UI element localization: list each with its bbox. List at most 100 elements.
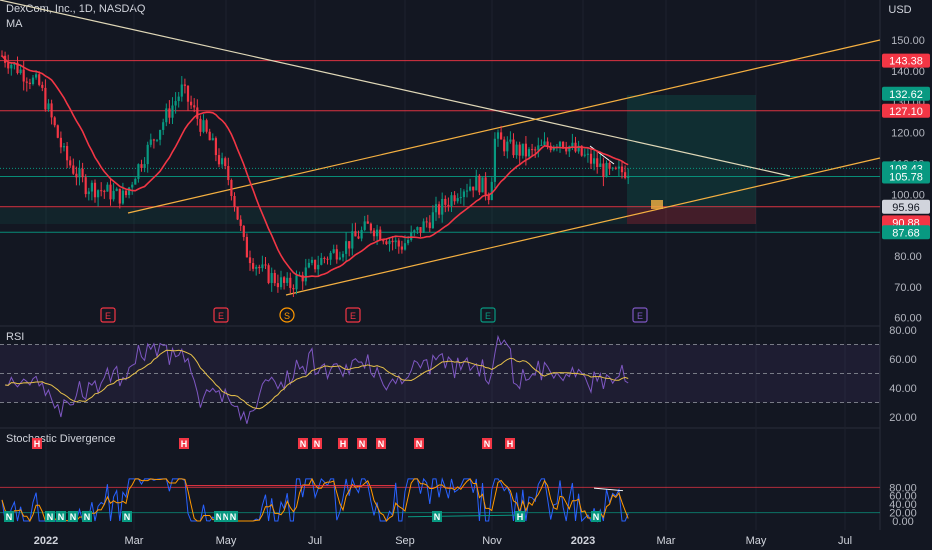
time-axis: 2022 Mar May Jul Sep Nov 2023 Mar May Jul (34, 535, 852, 547)
candle-body (317, 264, 320, 270)
event-marker-label: E (218, 311, 224, 321)
candle-body (38, 74, 41, 85)
price-label-box (882, 199, 930, 214)
stoch-divergence-line (593, 487, 624, 492)
candle-body (540, 144, 543, 146)
time-label: May (746, 535, 767, 547)
stoch-marker-box (32, 438, 42, 449)
candle-body (292, 287, 295, 290)
rsi-pane-title[interactable]: RSI (6, 331, 25, 343)
candle-body (128, 187, 131, 196)
stoch-marker-box (515, 511, 525, 522)
candle-body (397, 240, 400, 247)
candle-body (137, 164, 140, 179)
stoch-marker-box (432, 511, 442, 522)
candle-body (50, 103, 53, 118)
price-label-text: 105.78 (889, 172, 923, 184)
candle-body (75, 173, 78, 178)
candle-body (577, 145, 580, 152)
candle-body (583, 154, 586, 156)
stoch-marker-label: N (300, 439, 307, 449)
stoch-marker-label: N (434, 512, 441, 522)
stoch-divergence-line (407, 514, 521, 518)
price-label-text: 132.62 (889, 89, 923, 101)
candle-body (183, 84, 186, 86)
candle-body (115, 188, 118, 191)
stoch-marker-label: N (6, 512, 13, 522)
stoch-marker-box (312, 438, 322, 449)
candle-body (614, 167, 617, 169)
candle-body (224, 158, 227, 167)
candle-body (524, 143, 527, 157)
stoch-marker-label: N (58, 512, 65, 522)
candle-body (100, 190, 103, 192)
candle-body (310, 259, 314, 263)
candle-body (190, 101, 193, 106)
stoch-marker-box (376, 438, 386, 449)
candle-body (354, 231, 357, 237)
candle-body (217, 155, 221, 165)
stoch-marker-label: N (223, 512, 230, 522)
candle-body (465, 190, 469, 192)
candle-body (416, 227, 419, 231)
candle-body (521, 143, 524, 156)
event-marker-earnings (213, 307, 229, 323)
candle-body (438, 204, 441, 215)
profit-zone (627, 95, 756, 208)
candle-body (478, 175, 481, 193)
candle-body (469, 186, 472, 191)
stoch-marker-box (221, 511, 231, 522)
candle-body (270, 273, 273, 283)
stoch-marker-label: H (507, 439, 514, 449)
stoch-marker-label: N (593, 512, 600, 522)
event-marker-label: E (485, 311, 491, 321)
candle-body (589, 153, 593, 164)
candle-body (366, 221, 369, 224)
event-marker-earnings (480, 307, 496, 323)
price-label-text: 95.96 (892, 202, 920, 214)
candle-body (493, 138, 496, 182)
candle-body (211, 138, 214, 141)
candle-body (496, 132, 500, 139)
candle-body (543, 141, 546, 145)
stoch-marker-label: N (84, 512, 91, 522)
stoch-marker-label: N (230, 512, 237, 522)
candle-body (149, 139, 152, 145)
candle-body (413, 230, 416, 232)
rsi-tick-label: 60.00 (889, 354, 917, 366)
stoch-marker-box (228, 511, 238, 522)
candle-body (515, 144, 518, 156)
candle-body (146, 144, 149, 165)
candle-body (450, 195, 453, 207)
candle-body (326, 258, 329, 260)
candle-body (202, 120, 205, 132)
candle-body (593, 158, 596, 164)
candle-body (503, 139, 506, 152)
candle-body (338, 257, 341, 260)
stoch-marker-box (338, 438, 348, 449)
stoch-marker-label: H (34, 439, 41, 449)
candle-body (599, 163, 602, 167)
candle-body (214, 138, 217, 156)
candle-body (25, 81, 28, 83)
candle-body (345, 241, 348, 254)
price-tick-label: 140.00 (891, 66, 925, 78)
candle-body (565, 147, 568, 152)
candle-body (22, 69, 25, 82)
rsi-band (0, 344, 880, 403)
indicator-ma-label[interactable]: MA (6, 18, 23, 30)
candle-body (329, 252, 332, 260)
candle-body (388, 240, 391, 245)
stoch-marker-box (56, 511, 66, 522)
candle-body (527, 149, 531, 157)
price-label-box (882, 169, 930, 184)
event-marker-split (279, 307, 295, 323)
time-label: Jul (838, 535, 852, 547)
support-zone (0, 208, 627, 224)
candle-body (87, 191, 90, 195)
candle-body (273, 273, 276, 284)
event-marker-earnings (100, 307, 116, 323)
candle-body (391, 240, 394, 243)
